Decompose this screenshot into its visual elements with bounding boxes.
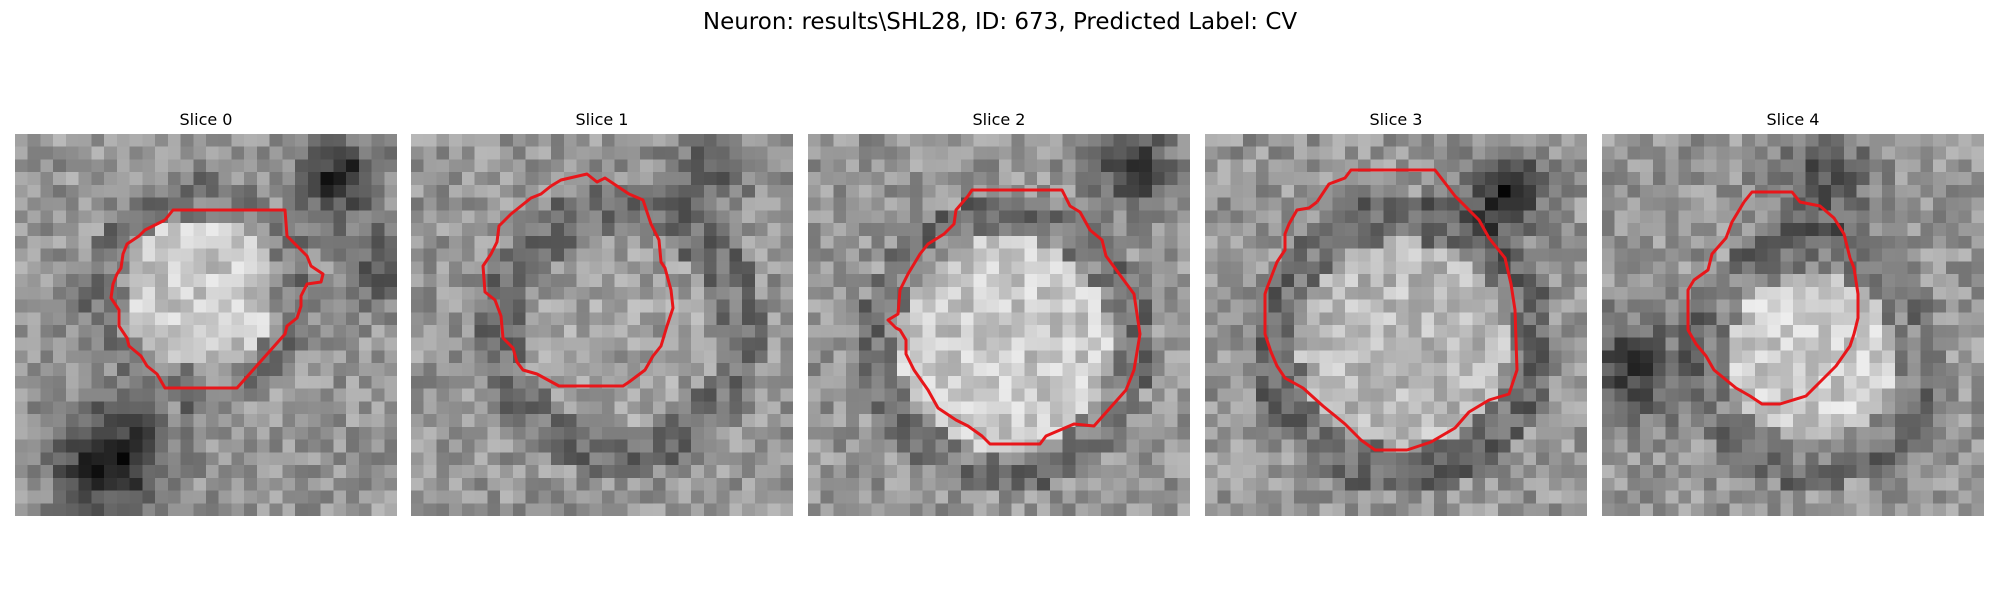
slice-panel-4: Slice 4 (1602, 110, 1984, 520)
slice-image (1602, 134, 1984, 516)
grayscale-micrograph (1602, 134, 1984, 516)
slice-panel-1: Slice 1 (411, 110, 793, 520)
slice-title: Slice 2 (972, 110, 1026, 129)
slice-title: Slice 1 (575, 110, 629, 129)
slice-panel-0: Slice 0 (15, 110, 397, 520)
grayscale-micrograph (808, 134, 1190, 516)
slice-image (15, 134, 397, 516)
slice-image (1205, 134, 1587, 516)
slice-title: Slice 3 (1369, 110, 1423, 129)
grayscale-micrograph (1205, 134, 1587, 516)
slice-image (411, 134, 793, 516)
slice-image (808, 134, 1190, 516)
segmentation-contour (481, 172, 675, 388)
slice-panel-3: Slice 3 (1205, 110, 1587, 520)
slice-title: Slice 0 (179, 110, 233, 129)
segmentation-contour (1686, 190, 1860, 406)
segmentation-contour (109, 208, 325, 390)
grayscale-micrograph (411, 134, 793, 516)
grayscale-micrograph (15, 134, 397, 516)
figure-title: Neuron: results\SHL28, ID: 673, Predicte… (702, 9, 1298, 35)
slice-title: Slice 4 (1766, 110, 1820, 129)
slice-panel-2: Slice 2 (808, 110, 1190, 520)
segmentation-contour (886, 188, 1142, 446)
segmentation-contour (1263, 168, 1519, 452)
